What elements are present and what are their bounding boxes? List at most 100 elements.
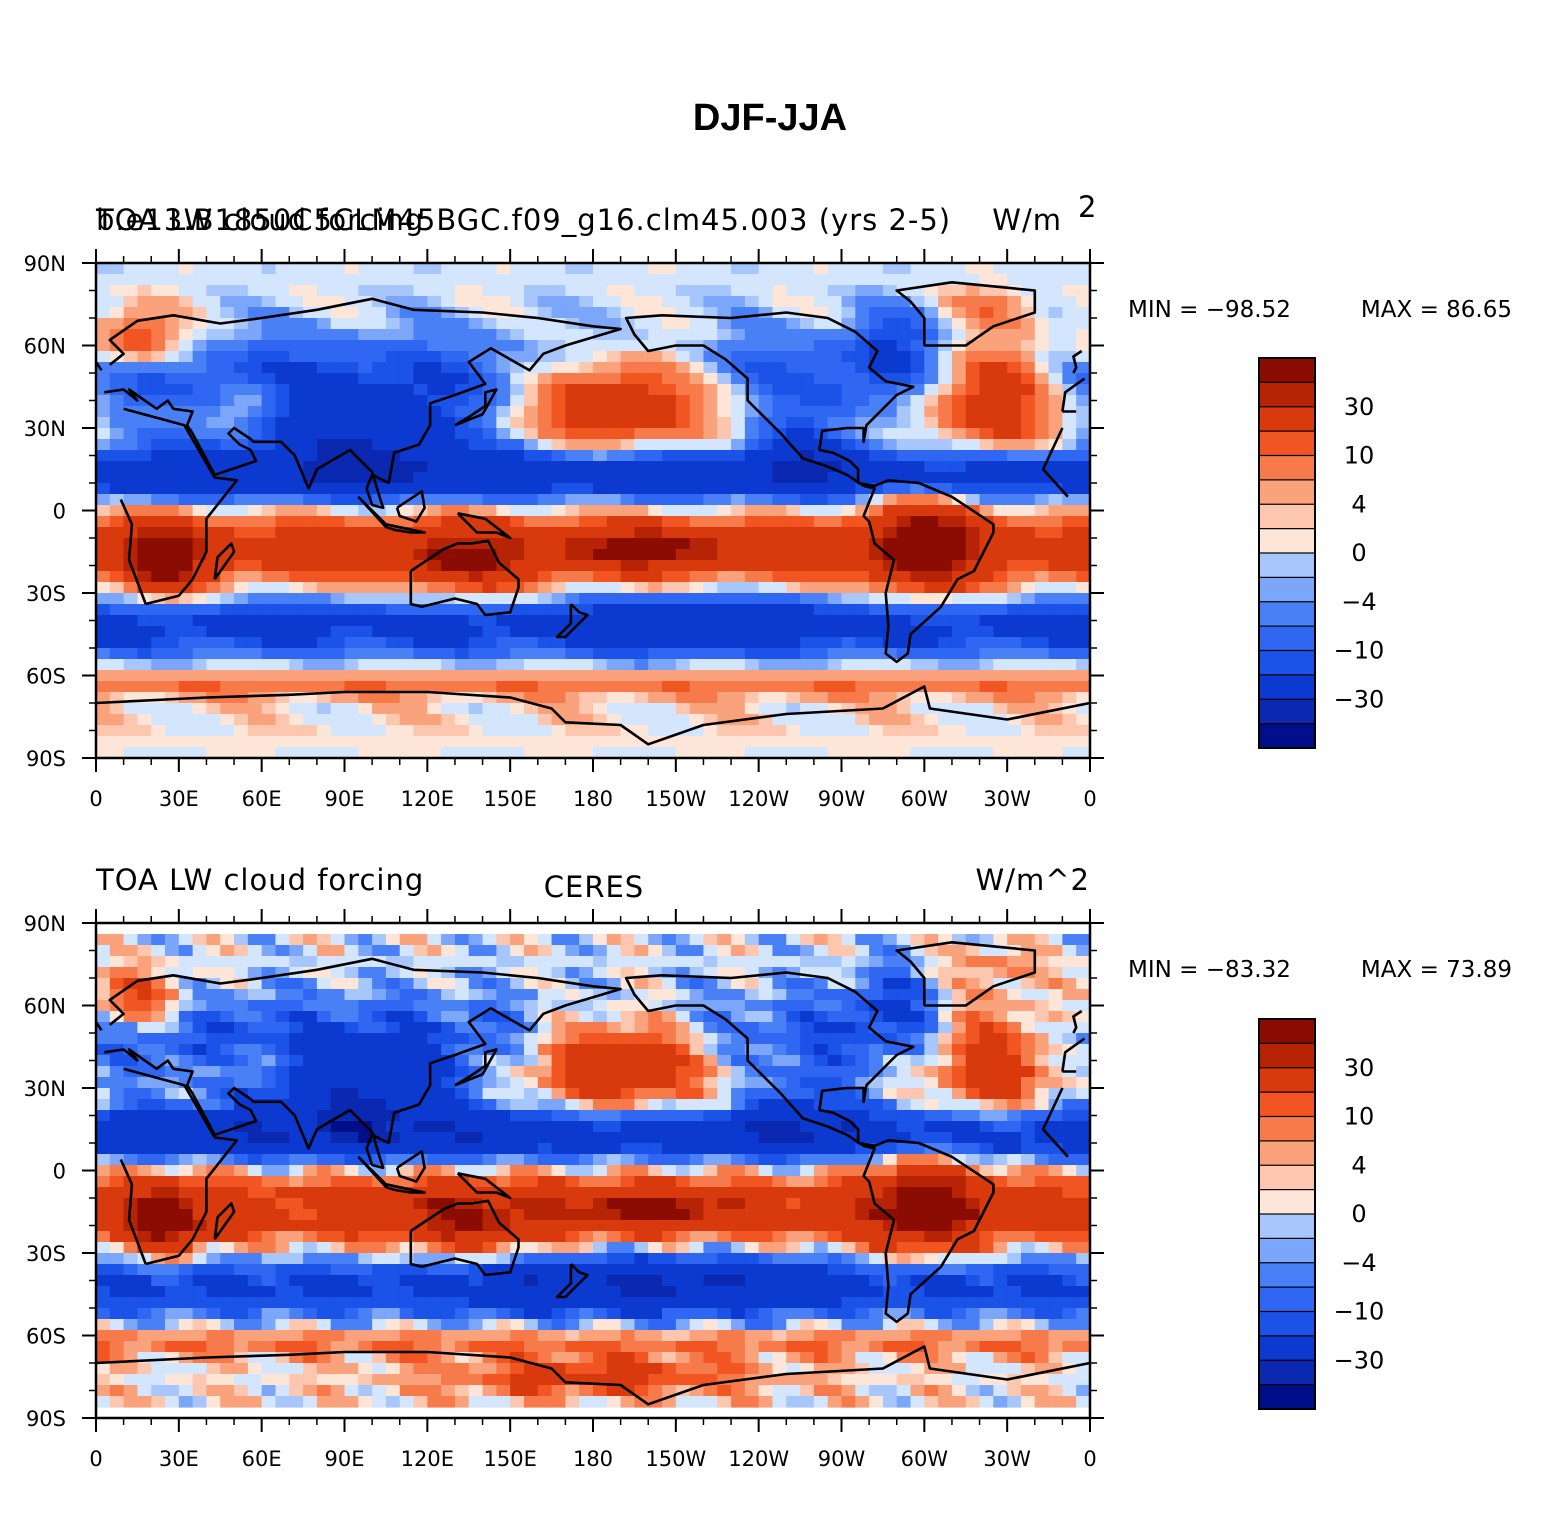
field-cell <box>951 989 967 1001</box>
field-cell <box>358 274 373 286</box>
field-cell <box>441 945 456 957</box>
field-cell <box>744 956 760 968</box>
field-cell <box>744 428 760 440</box>
field-cell <box>882 615 898 627</box>
field-cell <box>151 736 166 748</box>
field-cell <box>772 373 787 385</box>
field-cell <box>537 384 553 396</box>
field-cell <box>993 516 1008 528</box>
field-cell <box>109 978 125 990</box>
field-cell <box>206 1099 221 1111</box>
field-cell <box>178 274 194 286</box>
field-cell <box>358 1132 373 1144</box>
field-cell <box>165 648 180 660</box>
field-cell <box>454 351 470 363</box>
field-cell <box>1034 307 1050 319</box>
field-cell <box>717 472 732 484</box>
field-cell <box>800 263 815 275</box>
field-cell <box>841 483 856 495</box>
field-cell <box>234 637 249 649</box>
field-cell <box>965 1077 981 1089</box>
field-cell <box>385 1011 401 1023</box>
field-cell <box>399 615 415 627</box>
field-cell <box>178 285 194 297</box>
field-cell <box>675 582 691 594</box>
field-cell <box>178 538 194 550</box>
field-cell <box>703 1088 718 1100</box>
field-cell <box>648 351 663 363</box>
field-cell <box>344 516 359 528</box>
field-cell <box>634 736 649 748</box>
field-cell <box>261 450 277 462</box>
field-cell <box>344 615 359 627</box>
field-cell <box>427 285 442 297</box>
field-cell <box>910 978 925 990</box>
field-cell <box>965 384 981 396</box>
field-cell <box>855 648 870 660</box>
field-cell <box>869 681 884 693</box>
field-cell <box>896 736 912 748</box>
field-cell <box>689 494 705 506</box>
field-cell <box>316 395 332 407</box>
field-cell <box>1048 615 1063 627</box>
field-cell <box>303 1044 318 1056</box>
field-cell <box>454 604 470 616</box>
field-cell <box>510 373 525 385</box>
field-cell <box>951 945 967 957</box>
field-cell <box>303 1121 318 1133</box>
field-cell <box>1076 296 1091 308</box>
field-cell <box>1076 340 1091 352</box>
field-cell <box>247 1154 263 1166</box>
field-cell <box>192 736 208 748</box>
field-cell <box>496 725 511 737</box>
field-cell <box>882 439 898 451</box>
field-cell <box>772 329 787 341</box>
coastline <box>456 512 512 540</box>
field-cell <box>1020 1154 1036 1166</box>
field-cell <box>358 1044 373 1056</box>
field-cell <box>634 318 649 330</box>
field-cell <box>413 945 428 957</box>
field-cell <box>979 417 994 429</box>
field-cell <box>523 483 539 495</box>
field-cell <box>662 1132 677 1144</box>
field-cell <box>951 1154 967 1166</box>
field-cell <box>96 329 111 341</box>
field-cell <box>841 549 856 561</box>
field-cell <box>385 1143 401 1155</box>
field-cell <box>1034 494 1050 506</box>
field-cell <box>165 659 180 671</box>
field-cell <box>1034 318 1050 330</box>
field-cell <box>689 1132 705 1144</box>
field-cell <box>109 934 125 946</box>
field-cell <box>178 659 194 671</box>
field-cell <box>565 285 580 297</box>
field-cell <box>606 329 622 341</box>
field-cell <box>1048 1055 1063 1067</box>
field-cell <box>648 505 663 517</box>
field-cell <box>427 1121 442 1133</box>
field-cell <box>537 1110 553 1122</box>
field-cell <box>441 450 456 462</box>
field-cell <box>703 560 718 572</box>
field-cell <box>137 956 152 968</box>
field-cell <box>1020 560 1036 572</box>
field-cell <box>965 1143 981 1155</box>
field-cell <box>220 967 235 979</box>
field-cell <box>855 604 870 616</box>
field-cell <box>261 945 277 957</box>
field-cell <box>855 582 870 594</box>
field-cell <box>786 494 801 506</box>
field-cell <box>813 307 829 319</box>
field-cell <box>979 934 994 946</box>
field-cell <box>385 1121 401 1133</box>
field-cell <box>579 593 594 605</box>
field-cell <box>137 1077 152 1089</box>
field-cell <box>965 285 981 297</box>
field-cell <box>951 274 967 286</box>
field-cell <box>1062 967 1077 979</box>
field-cell <box>786 1044 801 1056</box>
field-cell <box>951 285 967 297</box>
field-cell <box>758 1066 774 1078</box>
field-cell <box>151 703 166 715</box>
